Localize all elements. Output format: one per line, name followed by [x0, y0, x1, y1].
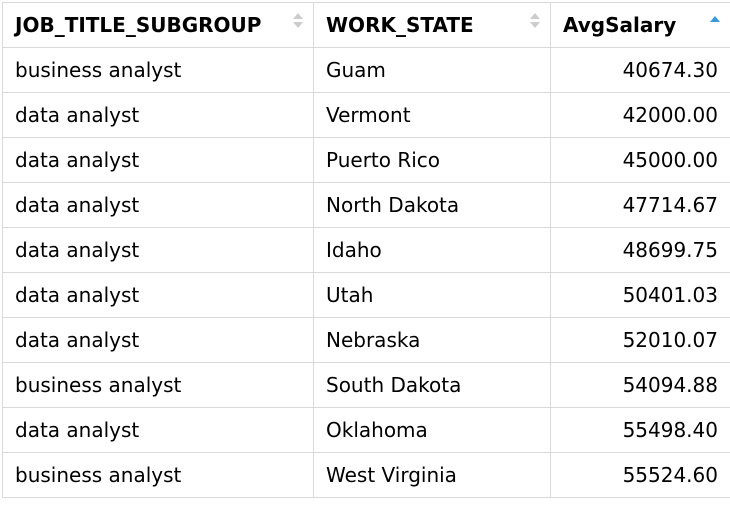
table-row[interactable]: data analyst North Dakota 47714.67	[2, 182, 730, 228]
cell-work-state: Nebraska	[313, 317, 551, 363]
cell-work-state: Puerto Rico	[313, 137, 551, 183]
cell-avgsalary: 50401.03	[550, 272, 730, 318]
column-header-job-title-subgroup[interactable]: JOB_TITLE_SUBGROUP	[2, 2, 314, 48]
cell-job-title-subgroup: data analyst	[2, 137, 314, 183]
cell-avgsalary: 55498.40	[550, 407, 730, 453]
cell-job-title-subgroup: data analyst	[2, 182, 314, 228]
column-header-work-state[interactable]: WORK_STATE	[313, 2, 551, 48]
cell-avgsalary: 47714.67	[550, 182, 730, 228]
cell-avgsalary: 42000.00	[550, 92, 730, 138]
table-body: business analyst Guam 40674.30 data analyst…	[2, 47, 730, 498]
table-row[interactable]: data analyst Puerto Rico 45000.00	[2, 137, 730, 183]
cell-avgsalary: 55524.60	[550, 452, 730, 498]
sort-ascending-icon[interactable]	[710, 15, 720, 33]
column-header-label: JOB_TITLE_SUBGROUP	[15, 13, 262, 37]
cell-job-title-subgroup: data analyst	[2, 92, 314, 138]
cell-avgsalary: 45000.00	[550, 137, 730, 183]
column-header-avgsalary[interactable]: AvgSalary	[550, 2, 730, 48]
cell-job-title-subgroup: data analyst	[2, 272, 314, 318]
table-row[interactable]: business analyst West Virginia 55524.60	[2, 452, 730, 498]
table-header-row: JOB_TITLE_SUBGROUP WORK_STATE AvgSalary	[2, 2, 730, 48]
cell-avgsalary: 40674.30	[550, 47, 730, 93]
cell-work-state: Idaho	[313, 227, 551, 273]
cell-work-state: North Dakota	[313, 182, 551, 228]
cell-avgsalary: 52010.07	[550, 317, 730, 363]
table-row[interactable]: data analyst Oklahoma 55498.40	[2, 407, 730, 453]
cell-work-state: Guam	[313, 47, 551, 93]
table-row[interactable]: data analyst Idaho 48699.75	[2, 227, 730, 273]
cell-work-state: Vermont	[313, 92, 551, 138]
cell-job-title-subgroup: business analyst	[2, 452, 314, 498]
cell-avgsalary: 54094.88	[550, 362, 730, 408]
data-table: JOB_TITLE_SUBGROUP WORK_STATE AvgSalary …	[2, 2, 730, 498]
cell-job-title-subgroup: data analyst	[2, 407, 314, 453]
cell-work-state: West Virginia	[313, 452, 551, 498]
cell-job-title-subgroup: business analyst	[2, 47, 314, 93]
table-row[interactable]: data analyst Nebraska 52010.07	[2, 317, 730, 363]
cell-work-state: South Dakota	[313, 362, 551, 408]
cell-job-title-subgroup: business analyst	[2, 362, 314, 408]
table-row[interactable]: data analyst Vermont 42000.00	[2, 92, 730, 138]
table-row[interactable]: business analyst South Dakota 54094.88	[2, 362, 730, 408]
column-header-label: AvgSalary	[563, 13, 677, 37]
table-row[interactable]: business analyst Guam 40674.30	[2, 47, 730, 93]
cell-work-state: Utah	[313, 272, 551, 318]
cell-job-title-subgroup: data analyst	[2, 317, 314, 363]
cell-work-state: Oklahoma	[313, 407, 551, 453]
cell-avgsalary: 48699.75	[550, 227, 730, 273]
cell-job-title-subgroup: data analyst	[2, 227, 314, 273]
sort-icon[interactable]	[530, 12, 540, 30]
column-header-label: WORK_STATE	[326, 13, 474, 37]
table-row[interactable]: data analyst Utah 50401.03	[2, 272, 730, 318]
sort-icon[interactable]	[293, 12, 303, 30]
